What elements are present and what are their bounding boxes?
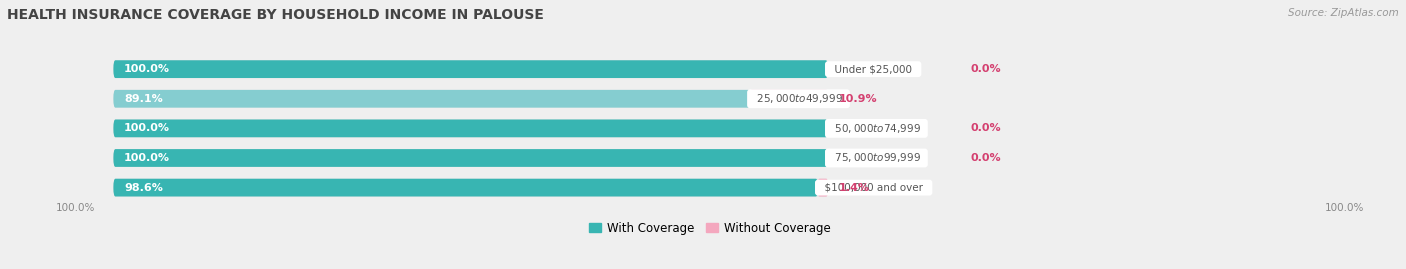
FancyBboxPatch shape (114, 149, 828, 167)
Text: 100.0%: 100.0% (56, 203, 96, 213)
FancyBboxPatch shape (114, 119, 828, 137)
Text: 100.0%: 100.0% (1324, 203, 1364, 213)
FancyBboxPatch shape (114, 90, 749, 108)
Text: Under $25,000: Under $25,000 (828, 64, 918, 74)
FancyBboxPatch shape (114, 179, 828, 196)
FancyBboxPatch shape (114, 119, 828, 137)
Text: 0.0%: 0.0% (970, 123, 1001, 133)
Text: $50,000 to $74,999: $50,000 to $74,999 (828, 122, 925, 135)
Text: 100.0%: 100.0% (124, 153, 170, 163)
FancyBboxPatch shape (749, 90, 828, 108)
Text: $75,000 to $99,999: $75,000 to $99,999 (828, 151, 925, 165)
Text: 0.0%: 0.0% (970, 153, 1001, 163)
Text: 1.4%: 1.4% (838, 183, 870, 193)
Text: 10.9%: 10.9% (838, 94, 877, 104)
Text: $100,000 and over: $100,000 and over (818, 183, 929, 193)
Text: 0.0%: 0.0% (970, 64, 1001, 74)
Text: Source: ZipAtlas.com: Source: ZipAtlas.com (1288, 8, 1399, 18)
FancyBboxPatch shape (114, 179, 818, 196)
FancyBboxPatch shape (114, 90, 828, 108)
Legend: With Coverage, Without Coverage: With Coverage, Without Coverage (585, 217, 835, 239)
FancyBboxPatch shape (114, 149, 828, 167)
FancyBboxPatch shape (818, 179, 828, 196)
Text: 100.0%: 100.0% (124, 123, 170, 133)
Text: 89.1%: 89.1% (124, 94, 163, 104)
Text: 100.0%: 100.0% (124, 64, 170, 74)
Text: 98.6%: 98.6% (124, 183, 163, 193)
Text: HEALTH INSURANCE COVERAGE BY HOUSEHOLD INCOME IN PALOUSE: HEALTH INSURANCE COVERAGE BY HOUSEHOLD I… (7, 8, 544, 22)
FancyBboxPatch shape (114, 60, 828, 78)
FancyBboxPatch shape (114, 60, 828, 78)
Text: $25,000 to $49,999: $25,000 to $49,999 (749, 92, 846, 105)
